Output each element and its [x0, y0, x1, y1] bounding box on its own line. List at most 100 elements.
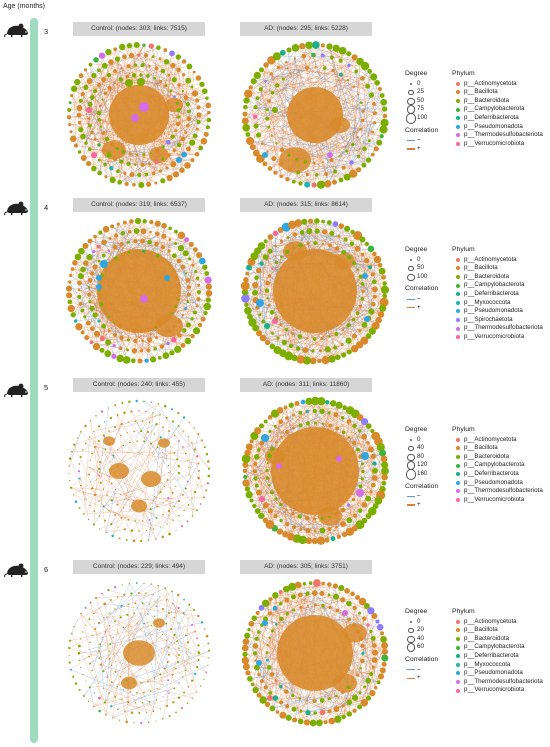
network-node [346, 51, 352, 57]
network-node [259, 261, 264, 266]
network-node [188, 466, 190, 469]
network-node [327, 593, 331, 597]
network-node [361, 469, 365, 474]
network-node [88, 466, 90, 468]
network-node [313, 529, 317, 533]
network-node [253, 469, 257, 474]
network-node [294, 219, 303, 227]
phylum-dot [456, 116, 460, 121]
network-node [93, 137, 97, 141]
network-node [87, 117, 91, 120]
network-node [98, 515, 101, 517]
network-node [89, 95, 95, 100]
network-node [298, 242, 303, 248]
network-node [261, 142, 264, 145]
network-node [88, 300, 92, 304]
degree-size-symbol [405, 273, 417, 281]
correlation-line-symbol [405, 139, 417, 142]
network-node [289, 72, 292, 75]
network-node [380, 98, 388, 106]
network-node [262, 517, 269, 524]
network-node [177, 647, 180, 649]
network-node [84, 141, 88, 145]
network-node [155, 423, 158, 426]
age-timeline-bar [30, 18, 38, 743]
network-node [169, 89, 173, 93]
phylum-name: p__Bacillota [464, 444, 498, 452]
network-node [358, 611, 362, 615]
network-node [348, 169, 358, 178]
network-node [105, 532, 107, 534]
network-node [117, 708, 119, 711]
degree-legend-item: 160 [405, 468, 438, 480]
network-node [149, 152, 152, 155]
network-node [89, 340, 94, 345]
network-node [167, 263, 172, 267]
network-node [159, 169, 162, 173]
network-node [121, 253, 124, 256]
network-node [355, 595, 361, 600]
degree-value: 40 [417, 444, 424, 452]
network-node [134, 520, 137, 522]
network-node [319, 349, 322, 353]
network-node [302, 347, 309, 354]
network-node [118, 537, 121, 540]
network-node [267, 508, 273, 514]
network-node [114, 488, 117, 491]
network-node [185, 146, 192, 152]
network-node [86, 78, 93, 85]
network-node [324, 180, 332, 188]
network-node [114, 233, 119, 238]
network-node [340, 507, 346, 513]
network-node [207, 474, 211, 478]
network-node [130, 529, 134, 532]
network-node [284, 328, 288, 332]
node-cluster [155, 314, 183, 338]
network-node [197, 433, 200, 435]
correlation-legend-title: Correlation [405, 126, 439, 134]
degree-size-symbol [405, 445, 417, 452]
network-node [108, 442, 111, 445]
network-node [76, 105, 83, 111]
network-node [122, 54, 127, 60]
network-node [377, 311, 385, 318]
network-node [118, 77, 124, 82]
network-node [373, 146, 379, 152]
phylum-dot [456, 680, 460, 685]
network-node [88, 618, 91, 621]
network-node [88, 648, 90, 650]
network-node [204, 271, 210, 276]
network-node [203, 302, 212, 311]
phylum-name: p__Deferribacterota [464, 469, 519, 477]
network-node [148, 162, 152, 166]
network-node [88, 504, 91, 507]
network-node [67, 299, 73, 305]
network-node [273, 170, 278, 175]
network-node [108, 657, 111, 660]
network-node [205, 125, 210, 130]
phylum-legend-item: p__Thermodesulfobacteriota [452, 131, 543, 140]
network-node [175, 101, 179, 105]
network-node [97, 425, 101, 428]
network-node [267, 414, 273, 420]
network-node [80, 154, 87, 162]
network-node [276, 336, 280, 340]
network-node [169, 50, 175, 57]
degree-size-symbol [405, 112, 417, 124]
network-node [91, 634, 93, 637]
network-node [199, 503, 202, 505]
network-node [159, 491, 162, 494]
network-node [104, 175, 108, 179]
network-node [147, 680, 149, 683]
network-node [181, 313, 185, 317]
network-node [305, 65, 309, 70]
network-node [173, 633, 176, 636]
network-node [329, 400, 337, 407]
network-node [180, 707, 184, 710]
network-node [346, 419, 352, 424]
network-node [155, 516, 158, 519]
network-node [254, 247, 262, 255]
network-node [328, 335, 331, 338]
phylum-legend-item: p__Bacillota [452, 444, 543, 453]
correlation-line [407, 495, 415, 498]
